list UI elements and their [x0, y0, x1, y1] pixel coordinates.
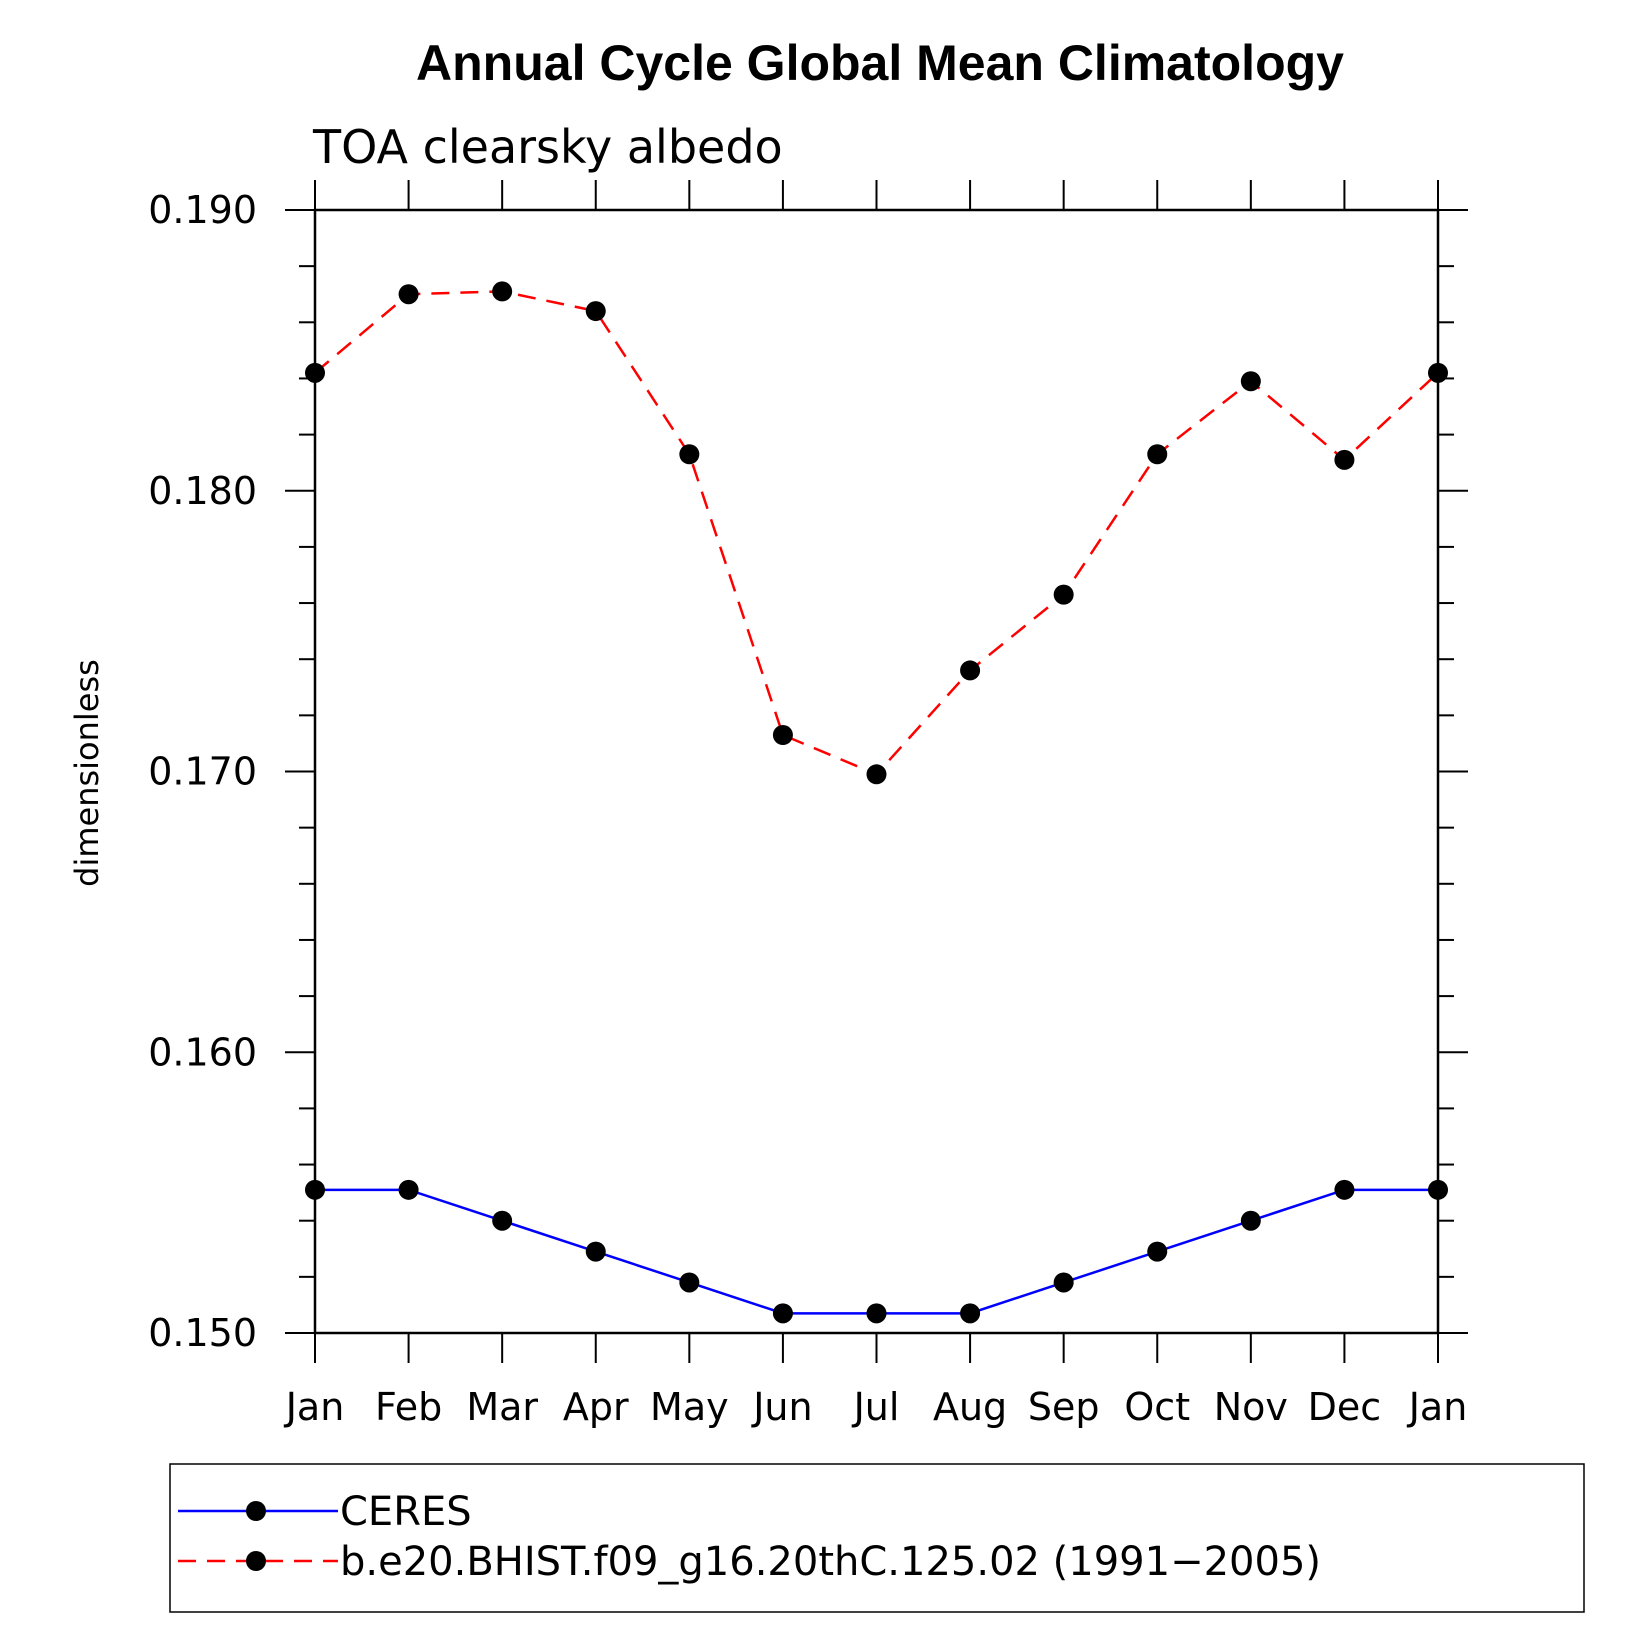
x-tick-label: Sep	[1028, 1385, 1100, 1429]
data-point	[866, 1303, 887, 1324]
data-point	[305, 362, 325, 383]
series-line-0	[315, 1188, 1438, 1315]
data-point	[305, 1179, 325, 1200]
data-point	[398, 1179, 419, 1200]
data-point	[1428, 362, 1448, 383]
data-point	[492, 281, 513, 302]
data-point	[1334, 1179, 1355, 1200]
legend-marker	[246, 1551, 266, 1571]
x-tick-label: Aug	[933, 1385, 1007, 1429]
data-point	[772, 1303, 793, 1324]
y-tick-label: 0.170	[148, 750, 257, 794]
legend-frame	[169, 1463, 1585, 1613]
y-tick-label: 0.150	[148, 1311, 257, 1355]
y-axis-label: dimensionless	[68, 659, 106, 887]
y-tick-label: 0.190	[148, 188, 257, 232]
legend-marker	[246, 1501, 266, 1521]
y-axis: 0.150 0.160 0.170 0.180 0.190	[148, 188, 1468, 1355]
x-tick-label: Feb	[375, 1385, 442, 1429]
data-point	[492, 1210, 513, 1231]
x-tick-label: Jan	[1407, 1385, 1468, 1429]
data-point	[772, 725, 793, 746]
data-point	[1053, 1272, 1074, 1293]
data-point	[1240, 1210, 1261, 1231]
x-tick-label: Jul	[852, 1385, 900, 1429]
data-point	[1240, 371, 1261, 392]
data-point	[866, 764, 887, 785]
data-point	[1334, 449, 1355, 470]
y-tick-label: 0.180	[148, 469, 257, 513]
data-point	[585, 301, 606, 322]
data-point	[679, 1272, 700, 1293]
x-axis: Jan Feb Mar Apr May Jun Jul Aug Sep Oct Nov Dec Jan	[284, 180, 1468, 1429]
x-tick-label: Mar	[466, 1385, 538, 1429]
x-tick-label: Apr	[563, 1385, 629, 1429]
data-point	[1147, 1241, 1168, 1262]
x-tick-label: Nov	[1214, 1385, 1288, 1429]
data-point	[960, 1303, 981, 1324]
chart-title: Annual Cycle Global Mean Climatology	[416, 35, 1344, 91]
data-point	[1147, 444, 1168, 465]
chart-subtitle: TOA clearsky albedo	[312, 120, 783, 174]
x-tick-label: May	[650, 1385, 729, 1429]
y-tick-label: 0.160	[148, 1030, 257, 1074]
legend-label: CERES	[340, 1489, 472, 1535]
x-tick-label: Oct	[1124, 1385, 1190, 1429]
data-point	[585, 1241, 606, 1262]
series-line-1	[314, 290, 1439, 776]
plot-series	[305, 281, 1448, 1324]
data-point	[1428, 1179, 1448, 1200]
x-tick-label: Jun	[751, 1385, 812, 1429]
data-point	[679, 444, 700, 465]
x-tick-label: Dec	[1308, 1385, 1382, 1429]
data-point	[960, 660, 981, 681]
legend-label: b.e20.BHIST.f09_g16.20thC.125.02 (1991−2…	[340, 1539, 1321, 1585]
x-tick-label: Jan	[284, 1385, 345, 1429]
data-point	[398, 284, 419, 305]
data-point	[1053, 584, 1074, 605]
